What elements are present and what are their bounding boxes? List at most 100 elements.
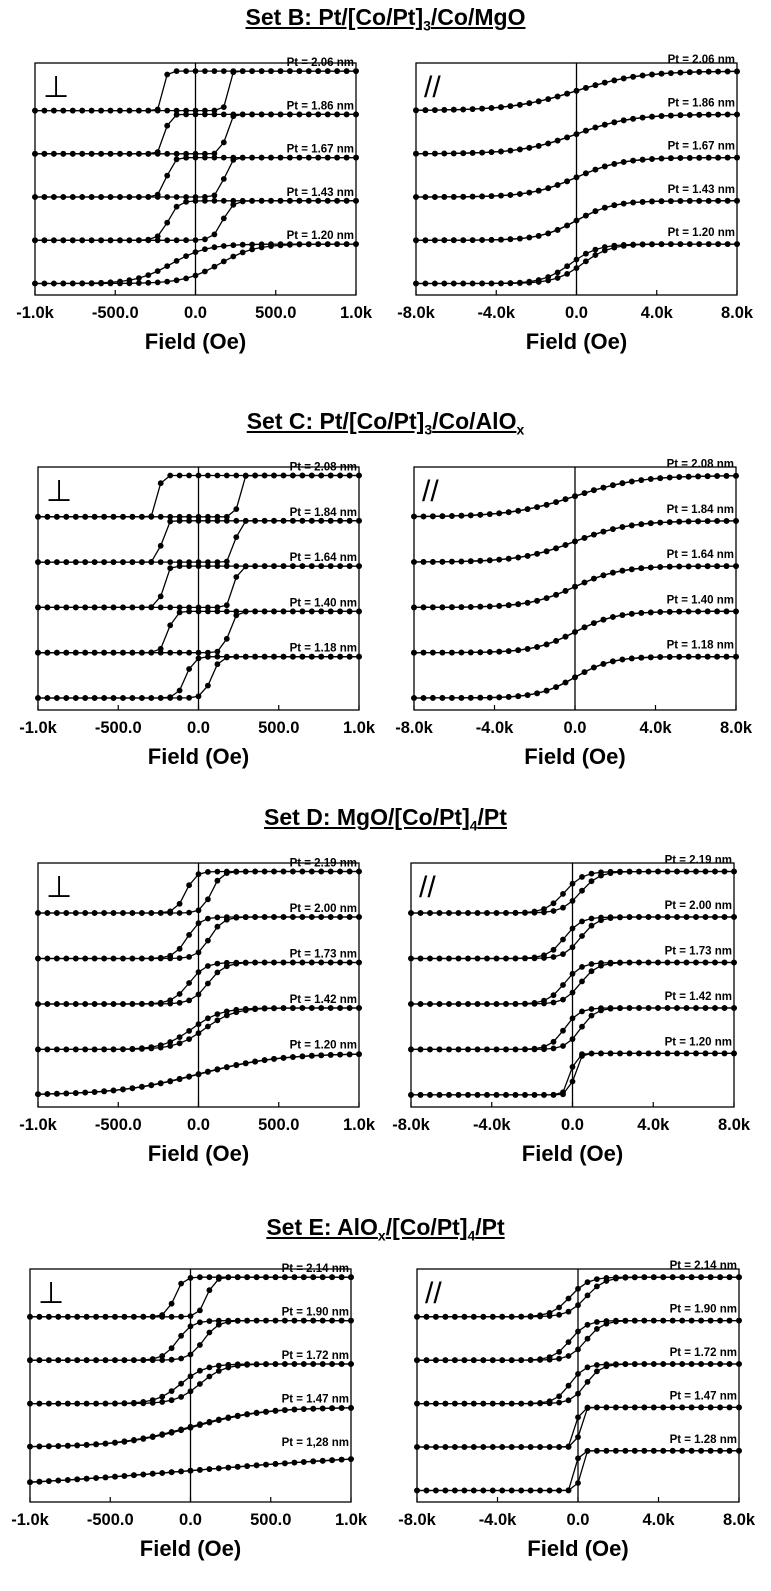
data-point <box>83 1475 90 1482</box>
data-point <box>214 923 221 930</box>
data-point <box>263 1317 269 1324</box>
data-point <box>110 1046 117 1053</box>
series-curve <box>35 563 362 611</box>
data-point <box>173 111 180 118</box>
data-point <box>600 616 607 623</box>
data-point <box>630 157 636 164</box>
data-point <box>408 955 414 962</box>
data-point <box>417 1092 424 1098</box>
data-point <box>560 1043 566 1049</box>
data-point <box>308 472 315 479</box>
data-point <box>560 904 566 911</box>
data-point <box>581 624 588 631</box>
data-point <box>534 504 540 510</box>
x-axis-label: Field (Oe) <box>140 1536 241 1561</box>
data-point <box>455 1092 462 1098</box>
data-point <box>299 1005 306 1011</box>
data-point <box>591 575 597 582</box>
series-curve <box>35 472 362 520</box>
data-point <box>573 265 580 271</box>
data-point <box>164 107 171 114</box>
data-point <box>244 1463 251 1469</box>
data-point <box>460 193 467 200</box>
data-point <box>140 1313 147 1320</box>
data-point <box>299 868 306 875</box>
data-point <box>588 1050 595 1057</box>
data-point <box>715 241 721 248</box>
x-tick-label: 0.0 <box>187 719 210 737</box>
data-point <box>72 910 79 916</box>
data-point <box>334 241 340 248</box>
data-point <box>242 1006 249 1012</box>
data-point <box>117 194 123 200</box>
data-point <box>515 693 522 700</box>
x-tick-label: 8.0k <box>720 719 753 737</box>
data-point <box>120 559 126 565</box>
data-point <box>724 197 731 204</box>
data-point <box>167 952 174 959</box>
data-point <box>408 1046 414 1053</box>
data-point <box>610 569 616 576</box>
data-point <box>164 278 171 285</box>
data-point <box>712 959 718 966</box>
x-tick-label: -8.0k <box>392 1116 430 1134</box>
data-point <box>195 472 202 479</box>
data-point <box>121 1473 128 1479</box>
data-point <box>628 522 635 529</box>
series-label: Pt = 1.86 nm <box>287 100 354 112</box>
data-point <box>205 559 211 565</box>
series-curve <box>408 1005 737 1053</box>
data-point <box>110 910 117 916</box>
data-point <box>225 1361 232 1368</box>
data-point <box>91 649 98 656</box>
x-tick-label: 0.0 <box>561 1116 584 1134</box>
data-point <box>460 106 467 113</box>
data-point <box>660 1274 667 1281</box>
data-point <box>564 178 570 185</box>
data-point <box>239 111 246 118</box>
data-point <box>186 909 193 916</box>
x-tick-label: 1.0k <box>343 719 376 737</box>
data-point <box>598 960 604 966</box>
data-point <box>488 149 495 155</box>
data-point <box>205 472 211 479</box>
data-point <box>617 914 623 920</box>
data-point <box>611 161 618 167</box>
data-point <box>258 241 265 248</box>
data-point <box>565 1308 572 1315</box>
data-point <box>110 1001 117 1007</box>
data-point <box>205 915 211 922</box>
data-point <box>541 997 547 1004</box>
data-point <box>308 563 315 569</box>
data-point <box>318 914 325 920</box>
data-point <box>145 279 152 286</box>
data-point <box>271 868 277 875</box>
data-point <box>308 914 315 920</box>
data-point <box>346 608 353 615</box>
data-point <box>195 513 202 520</box>
data-point <box>601 204 608 211</box>
data-point <box>647 476 654 482</box>
data-point <box>101 513 107 520</box>
data-point <box>271 563 277 569</box>
data-point <box>233 608 240 615</box>
data-point <box>560 936 566 943</box>
data-point <box>638 565 645 572</box>
data-point <box>427 1092 433 1098</box>
data-point <box>556 1393 562 1400</box>
data-point <box>202 246 208 253</box>
data-point <box>290 914 296 920</box>
data-point <box>318 653 325 660</box>
data-point <box>139 649 145 656</box>
series-curve <box>35 517 362 565</box>
data-point <box>220 139 227 146</box>
data-point <box>343 197 350 204</box>
data-point <box>35 649 41 656</box>
data-point <box>129 1001 136 1007</box>
data-point <box>620 242 627 248</box>
series-curve <box>411 472 739 520</box>
data-point <box>205 682 211 689</box>
data-point <box>91 1001 98 1007</box>
data-point <box>35 604 41 611</box>
data-point <box>649 113 655 120</box>
